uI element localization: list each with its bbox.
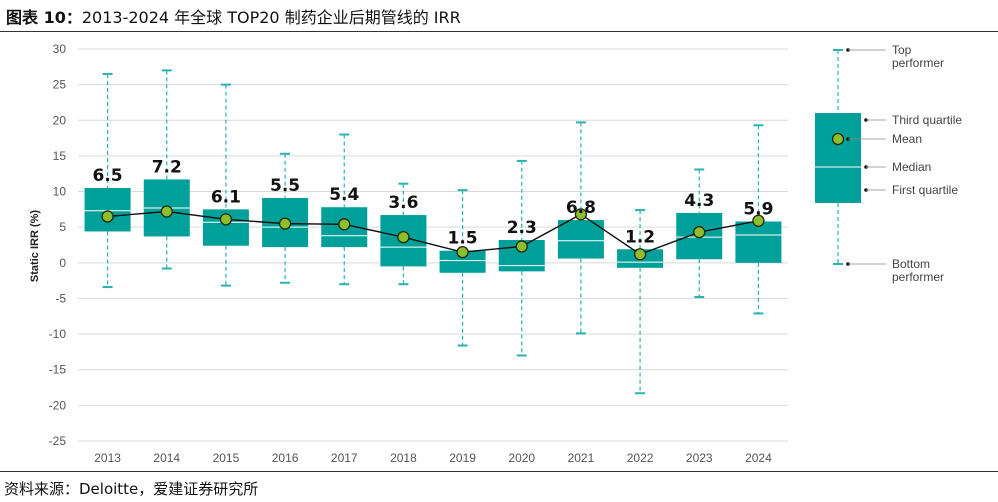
mean-data-label: 2.3 (507, 218, 537, 238)
iqr-box (735, 221, 782, 263)
x-tick-label: 2023 (686, 451, 713, 465)
x-tick-label: 2014 (153, 451, 180, 465)
mean-marker (693, 226, 706, 239)
mean-marker (160, 205, 173, 218)
mean-marker (219, 213, 233, 226)
x-tick-label: 2015 (213, 451, 240, 465)
title-rule (0, 31, 998, 32)
mean-line: 6.5 7.2 6.1 5.5 5.4 3.6 1.5 2.3 6.8 1.2 4.3 5.9 (93, 157, 773, 261)
legend-label-mean: Mean (892, 132, 922, 146)
y-tick-label: 30 (53, 42, 67, 56)
legend-box (815, 113, 861, 203)
y-tick-label: 25 (53, 78, 67, 92)
box-2021 (557, 121, 604, 335)
mean-marker (278, 217, 292, 230)
y-tick-label: 0 (59, 256, 66, 270)
mean-marker (397, 231, 410, 244)
y-axis-ticks: 30 25 20 15 10 5 0 -5 -10 -15 -20 -25 (49, 42, 67, 448)
mean-data-label: 3.6 (388, 193, 418, 213)
mean-marker (633, 248, 647, 261)
box-2024 (735, 124, 782, 315)
legend-label-q3: Third quartile (892, 113, 962, 127)
source-rule (0, 471, 998, 472)
mean-data-label: 6.1 (211, 187, 241, 207)
legend-mean-marker (831, 132, 845, 146)
legend-label-q1: First quartile (892, 183, 958, 197)
y-tick-label: 5 (59, 220, 66, 234)
mean-polyline (107, 210, 759, 256)
box-2017 (321, 133, 368, 286)
x-tick-label: 2022 (627, 451, 654, 465)
y-tick-label: 10 (53, 185, 67, 199)
title-main: 2013-2024 年全球 TOP20 制药企业后期管线的 IRR (81, 8, 461, 27)
x-tick-label: 2018 (390, 451, 417, 465)
x-axis-ticks: 2013 2014 2015 2016 2017 2018 2019 2020 2021 2022… (94, 451, 772, 465)
mean-data-label: 6.8 (566, 198, 596, 218)
y-tick-label: -25 (49, 434, 67, 448)
y-axis-label: Static IRR (%) (29, 210, 41, 282)
x-tick-label: 2013 (94, 451, 121, 465)
mean-data-label: 1.5 (448, 229, 478, 249)
mean-marker (515, 240, 528, 253)
mean-marker (101, 210, 114, 223)
mean-data-label: 6.5 (93, 166, 123, 186)
legend-label-bottom: Bottom performer (892, 257, 944, 284)
x-tick-label: 2020 (508, 451, 535, 465)
mean-marker (752, 214, 765, 227)
title-prefix: 图表 10： (6, 8, 82, 27)
legend: Top performer Third quartile Mean Median Firs… (815, 43, 962, 284)
mean-data-label: 1.2 (625, 227, 655, 247)
y-tick-label: 15 (53, 149, 67, 163)
x-tick-label: 2017 (331, 451, 358, 465)
mean-data-label: 5.5 (270, 176, 300, 196)
iqr-box (557, 220, 604, 259)
y-tick-label: -20 (49, 398, 67, 412)
y-tick-label: -10 (49, 327, 67, 341)
mean-marker (574, 208, 588, 221)
mean-marker (338, 218, 351, 231)
mean-marker (456, 245, 469, 259)
box-2015 (202, 83, 249, 287)
iqr-box (439, 250, 486, 273)
x-tick-label: 2016 (272, 451, 299, 465)
mean-data-label: 7.2 (152, 157, 182, 177)
mean-data-label: 5.4 (329, 185, 359, 205)
mean-data-label: 5.9 (743, 199, 773, 219)
iqr-box (84, 187, 131, 232)
source-note: 资料来源：Deloitte，爱建证券研究所 (4, 480, 259, 498)
mean-data-label: 4.3 (684, 191, 714, 211)
chart-title: 图表 10：2013-2024 年全球 TOP20 制药企业后期管线的 IRR (6, 4, 461, 28)
y-tick-label: -5 (55, 291, 66, 305)
legend-label-median: Median (892, 160, 931, 174)
x-tick-label: 2024 (745, 451, 772, 465)
y-tick-label: 20 (53, 113, 67, 127)
box-series (84, 69, 782, 395)
x-tick-label: 2021 (568, 451, 595, 465)
x-tick-label: 2019 (449, 451, 476, 465)
box-2020 (498, 159, 545, 357)
y-tick-label: -15 (49, 363, 67, 377)
gridlines (78, 48, 788, 442)
legend-label-top: Top performer (892, 43, 944, 70)
box-2019 (439, 189, 486, 347)
